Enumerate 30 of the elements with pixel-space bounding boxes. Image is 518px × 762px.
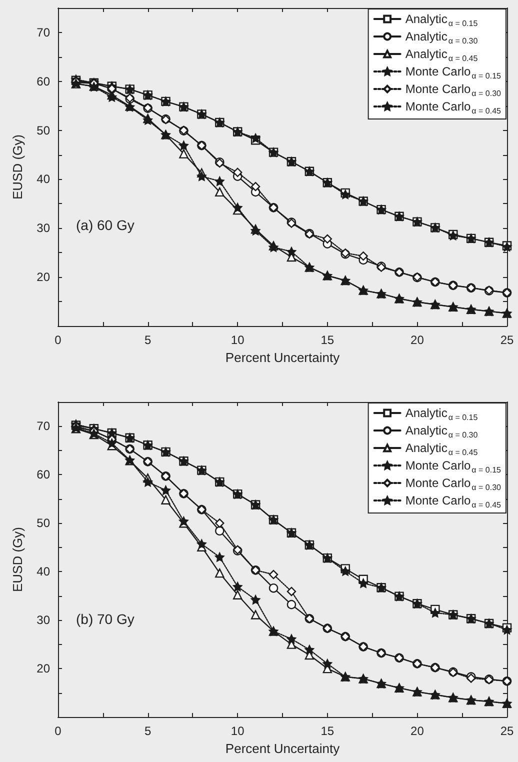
x-tick-label: 25 [500,333,514,347]
x-tick-label: 10 [230,724,245,738]
x-tick-label: 25 [500,724,514,738]
x-tick-label: 5 [144,724,152,738]
x-tick-label: 10 [230,333,245,347]
x-tick-label: 15 [320,333,334,347]
y-tick-label: 30 [36,613,50,628]
x-tick-label: 15 [320,724,334,738]
y-axis-title: EUSD (Gy) [10,134,25,200]
x-axis-title: Percent Uncertainty [225,350,340,365]
y-tick-label: 70 [36,419,50,434]
x-tick-label: 20 [410,724,424,738]
y-tick-label: 40 [36,172,50,186]
y-tick-label: 70 [36,25,50,40]
x-tick-label: 0 [54,333,62,347]
y-tick-label: 60 [36,74,50,88]
y-tick-label: 50 [36,123,50,138]
x-tick-label: 5 [144,333,152,347]
y-tick-label: 20 [36,270,50,284]
annotation: (a) 60 Gy [76,217,134,233]
x-axis-title: Percent Uncertainty [225,740,340,756]
x-tick-label: 0 [54,724,62,738]
x-tick-label: 20 [410,333,424,347]
y-tick-label: 60 [36,468,50,482]
y-tick-label: 40 [36,564,50,579]
y-tick-label: 30 [36,221,50,236]
annotation: (b) 70 Gy [76,611,134,627]
y-tick-label: 50 [36,516,50,530]
y-tick-label: 20 [36,662,50,676]
y-axis-title: EUSD (Gy) [10,527,25,592]
